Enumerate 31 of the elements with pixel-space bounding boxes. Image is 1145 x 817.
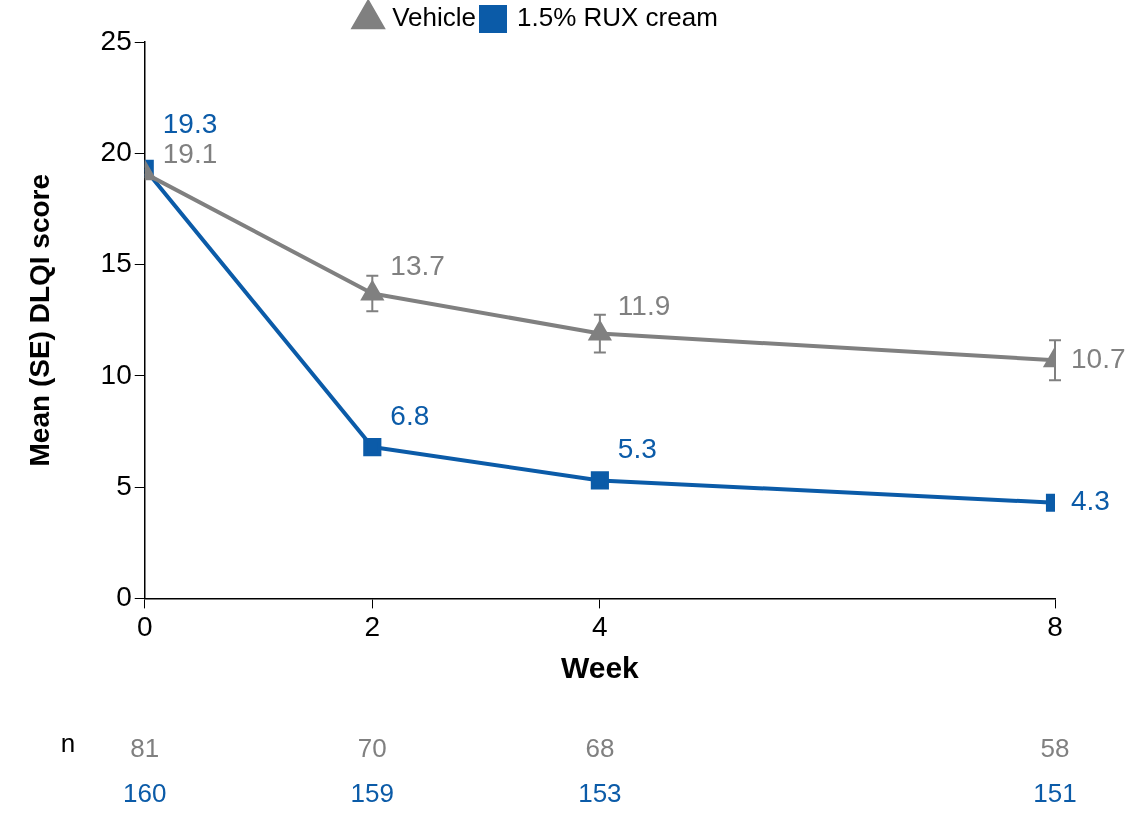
y-tick-label: 5 [116, 469, 132, 501]
y-tick-label: 10 [100, 358, 132, 390]
x-axis-title: Week [560, 651, 640, 685]
text: 153 [578, 778, 622, 809]
y-tick-label: 0 [116, 581, 132, 613]
text: n [60, 728, 76, 759]
y-tick-label: 25 [100, 24, 132, 56]
text: 159 [350, 778, 394, 809]
y-tick-label: 15 [100, 247, 132, 279]
y-axis-title: Mean (SE) DLQI score [23, 173, 55, 467]
text: 160 [123, 778, 167, 809]
text: 68 [585, 733, 615, 764]
data-label: 13.7 [390, 250, 445, 282]
data-label: 5.3 [617, 433, 657, 465]
x-tick-label: 0 [136, 610, 153, 642]
legend-label: 1.5% RUX cream [517, 2, 718, 33]
data-label: 10.7 [1071, 342, 1126, 374]
text: 81 [130, 733, 160, 764]
legend-label: Vehicle [392, 2, 476, 33]
x-tick-label: 4 [592, 610, 608, 642]
x-tick-label: 2 [364, 610, 381, 642]
data-label: 19.1 [162, 138, 218, 170]
data-label: 4.3 [1071, 485, 1110, 517]
data-label: 11.9 [617, 290, 671, 322]
text: 151 [1033, 778, 1077, 809]
x-tick-label: 8 [1047, 610, 1063, 642]
text: 58 [1040, 733, 1070, 764]
data-label: 19.3 [162, 107, 218, 139]
data-label: 6.8 [390, 399, 430, 431]
text: 70 [357, 733, 387, 764]
y-tick-label: 20 [100, 136, 132, 167]
